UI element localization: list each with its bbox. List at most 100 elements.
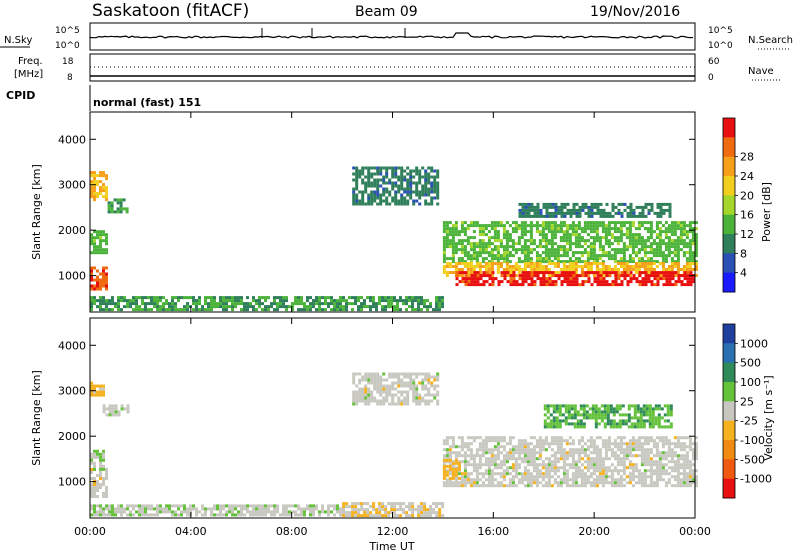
power-cell	[171, 296, 174, 300]
power-cell	[267, 305, 270, 309]
power-cell	[518, 283, 522, 287]
power-cell	[679, 248, 683, 252]
power-cell	[541, 239, 545, 243]
velocity-cell	[514, 475, 518, 479]
power-cell	[424, 202, 428, 206]
velocity-cell	[478, 484, 482, 488]
power-cell	[533, 280, 537, 284]
velocity-cell	[550, 475, 554, 479]
power-cell	[673, 239, 677, 243]
velocity-cell	[402, 502, 406, 506]
power-cell	[469, 268, 473, 271]
velocity-cell	[633, 413, 637, 417]
power-cell	[406, 190, 410, 194]
velocity-cell	[385, 384, 389, 388]
velocity-cell	[264, 504, 267, 508]
power-cell	[512, 283, 516, 287]
velocity-cell	[442, 463, 446, 467]
velocity-cell	[472, 457, 476, 461]
power-cell	[502, 236, 506, 240]
power-cell	[505, 230, 509, 234]
power-cell	[406, 184, 410, 188]
power-cell	[264, 296, 267, 300]
velocity-cell	[541, 466, 545, 470]
power-cell	[183, 305, 186, 309]
power-cell	[694, 248, 698, 252]
power-cell	[658, 254, 662, 258]
power-cell	[613, 260, 617, 264]
power-cell	[240, 302, 243, 306]
velocity-cell	[352, 402, 356, 406]
power-cell	[117, 296, 120, 300]
velocity-cell	[126, 407, 130, 411]
velocity-cell	[595, 466, 599, 470]
velocity-cell	[457, 461, 461, 465]
velocity-cell	[399, 514, 403, 518]
velocity-cell	[411, 508, 415, 512]
power-cell	[324, 299, 327, 303]
velocity-cell	[502, 478, 506, 482]
power-cell	[387, 302, 390, 306]
power-cell	[553, 233, 557, 237]
velocity-cell	[679, 442, 683, 446]
power-cell	[487, 242, 491, 246]
velocity-cell	[561, 404, 565, 408]
power-cell	[370, 193, 374, 197]
power-cell	[589, 224, 593, 228]
velocity-cell	[282, 513, 285, 517]
power-cell	[367, 172, 371, 176]
power-cell	[421, 190, 425, 194]
velocity-cell	[93, 387, 96, 391]
velocity-cell	[355, 390, 359, 394]
power-cell	[222, 296, 225, 300]
power-cell	[533, 274, 537, 278]
power-cell	[138, 308, 141, 312]
velocity-cell	[231, 513, 234, 517]
velocity-cell	[351, 505, 355, 509]
velocity-cell	[553, 457, 557, 461]
velocity-cell	[517, 445, 521, 449]
velocity-cell	[339, 513, 342, 517]
velocity-cell	[616, 436, 620, 440]
power-cell	[496, 262, 500, 265]
velocity-cell	[541, 475, 545, 479]
velocity-cell	[451, 439, 455, 443]
power-cell	[478, 271, 482, 274]
date-label: 19/Nov/2016	[590, 4, 680, 20]
power-cell	[457, 233, 461, 237]
velocity-cell	[189, 504, 192, 508]
power-cell	[165, 302, 168, 306]
velocity-range-tick-label: 2000	[58, 430, 86, 443]
velocity-cell	[606, 413, 610, 417]
power-cell	[592, 236, 596, 240]
velocity-cell	[484, 457, 488, 461]
power-cell	[213, 296, 216, 300]
velocity-cell	[385, 378, 389, 382]
velocity-cell	[219, 507, 222, 511]
velocity-cell	[652, 442, 656, 446]
velocity-cell	[463, 457, 467, 461]
power-cell	[616, 242, 620, 246]
power-cell	[569, 211, 573, 215]
power-cell	[490, 224, 494, 228]
velocity-cell	[382, 402, 386, 406]
power-cell	[99, 302, 102, 306]
power-cell	[652, 230, 656, 234]
velocity-cell	[586, 454, 590, 458]
velocity-cell	[448, 457, 452, 461]
power-cell	[598, 224, 602, 228]
velocity-cell	[604, 475, 608, 479]
power-cell	[611, 280, 615, 284]
velocity-cell	[625, 481, 629, 485]
velocity-cell	[102, 390, 105, 394]
power-cell	[433, 175, 437, 179]
velocity-cell	[676, 454, 680, 458]
velocity-cell	[589, 445, 593, 449]
power-cell	[521, 208, 525, 212]
velocity-cell	[559, 457, 563, 461]
power-cell	[689, 271, 693, 275]
power-cell	[105, 281, 108, 285]
velocity-cell	[670, 460, 674, 464]
power-cell	[361, 172, 365, 176]
power-cell	[608, 214, 612, 218]
